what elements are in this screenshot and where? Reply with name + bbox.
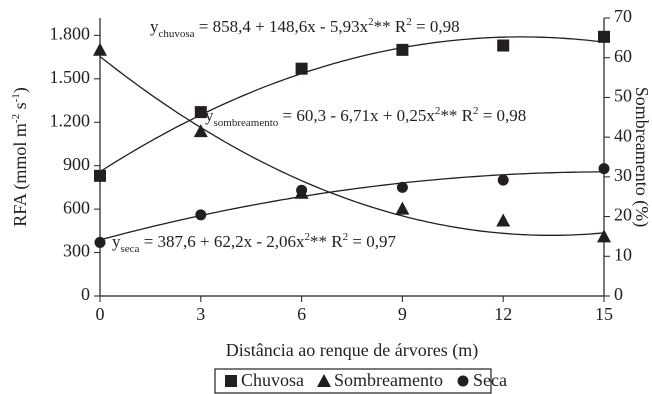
legend-label: Sombreamento — [334, 370, 443, 390]
fit-curve — [99, 55, 605, 236]
y-axis-label: RFA (mmol m-2 s-1) — [10, 87, 32, 227]
y-tick-label: 1.200 — [50, 110, 91, 130]
label-part: 2 — [343, 231, 349, 243]
y-tick-label: 900 — [63, 154, 90, 174]
marker-circle — [457, 375, 469, 387]
label-part: -2 — [10, 114, 22, 123]
label-part: 2 — [435, 105, 441, 117]
label-part: 2 — [305, 231, 311, 243]
equation-annotation: ysombreamento = 60,3 - 6,71x + 0,25x2** … — [205, 105, 526, 129]
marker-square — [598, 30, 610, 43]
label-part: ) — [10, 87, 31, 93]
x-tick-label: 3 — [196, 304, 205, 324]
x-tick-label: 0 — [96, 304, 105, 324]
y2-axis-label: Sombreamento (%) — [631, 87, 652, 227]
marker-square — [94, 169, 106, 182]
label-part: y — [112, 232, 121, 251]
y2-tick-label: 70 — [614, 6, 632, 26]
label-part: = 0,98 — [412, 17, 460, 36]
label-part: 2 — [406, 16, 412, 28]
label-part: = 0,97 — [348, 232, 396, 251]
marker-square — [497, 39, 510, 52]
label-part: RFA (mmol m — [10, 123, 31, 227]
label-part: = 60,3 - 6,71x + 0,25x — [278, 106, 435, 125]
label-part: 2 — [368, 16, 374, 28]
y2-tick-label: 50 — [614, 86, 632, 106]
marker-circle — [598, 163, 610, 175]
y-tick-label: 0 — [81, 284, 90, 304]
fit-curve — [99, 36, 605, 173]
x-tick-label: 12 — [494, 304, 512, 324]
marker-triangle — [496, 213, 511, 227]
marker-circle — [296, 184, 308, 196]
y2-tick-label: 20 — [614, 205, 632, 225]
x-axis-label: Distância ao renque de árvores (m) — [226, 340, 478, 361]
x-tick-label: 15 — [595, 304, 613, 324]
legend-label: Chuvosa — [241, 370, 304, 390]
marker-triangle — [317, 374, 331, 387]
label-part: seca — [121, 243, 140, 255]
equation-annotation: ychuvosa = 858,4 + 148,6x - 5,93x2** R2 … — [150, 16, 460, 40]
y2-tick-label: 0 — [614, 284, 623, 304]
label-part: = 858,4 + 148,6x - 5,93x — [195, 17, 369, 36]
label-part: ** R — [440, 106, 473, 125]
label-part: s — [10, 102, 30, 114]
marker-triangle — [93, 42, 107, 56]
x-tick-label: 6 — [297, 304, 306, 324]
marker-square — [225, 375, 237, 387]
x-tick-label: 9 — [398, 304, 407, 324]
y-tick-label: 600 — [63, 197, 90, 217]
label-part: ** R — [374, 17, 407, 36]
label-part: ** R — [310, 232, 343, 251]
marker-square — [194, 106, 207, 119]
marker-triangle — [597, 229, 611, 243]
label-part: sombreamento — [214, 117, 279, 129]
y-tick-label: 1.500 — [50, 67, 91, 87]
equation-annotation: yseca = 387,6 + 62,2x - 2,06x2** R2 = 0,… — [112, 231, 396, 255]
label-part: 2 — [473, 105, 479, 117]
y-tick-label: 1.800 — [50, 24, 91, 44]
marker-circle — [94, 236, 106, 248]
marker-triangle — [193, 124, 208, 138]
label-part: chuvosa — [159, 28, 195, 40]
marker-circle — [497, 174, 509, 186]
y2-tick-label: 10 — [614, 244, 632, 264]
y-tick-label: 300 — [63, 241, 90, 261]
y2-tick-label: 40 — [614, 125, 632, 145]
marker-square — [295, 62, 308, 75]
marker-square — [396, 43, 409, 56]
marker-circle — [396, 181, 408, 193]
label-part: -1 — [10, 93, 22, 102]
fit-curve — [99, 171, 604, 241]
label-part: = 0,98 — [478, 106, 526, 125]
y2-tick-label: 30 — [614, 165, 632, 185]
marker-circle — [195, 209, 207, 221]
legend-label: Seca — [473, 370, 507, 390]
y2-tick-label: 60 — [614, 46, 632, 66]
marker-triangle — [395, 201, 410, 215]
label-part: y — [205, 106, 214, 125]
label-part: = 387,6 + 62,2x - 2,06x — [139, 232, 305, 251]
legend-box — [214, 368, 492, 394]
label-part: y — [150, 17, 159, 36]
